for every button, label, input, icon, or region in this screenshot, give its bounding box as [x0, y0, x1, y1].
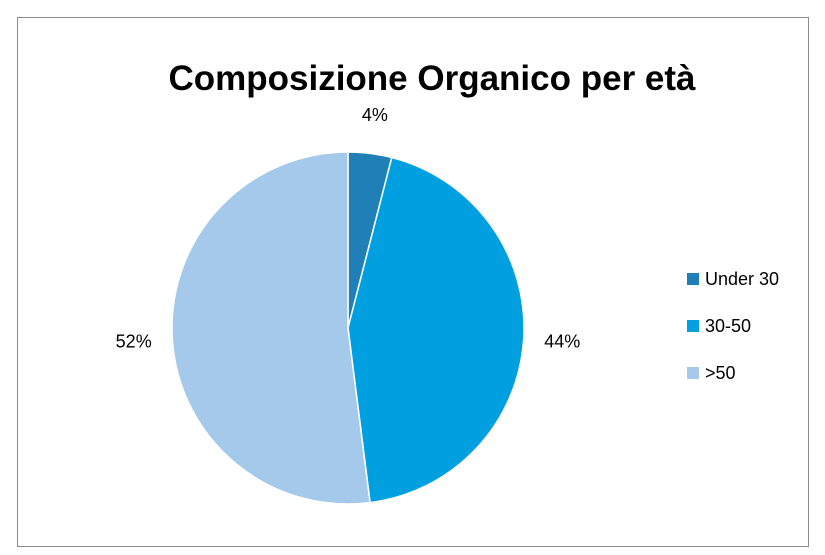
data-label-30-50: 44% — [544, 332, 580, 352]
pie-slice-over-50 — [172, 152, 370, 504]
legend-label-30-50: 30-50 — [705, 316, 751, 336]
legend-swatch-30-50 — [687, 320, 699, 332]
legend-label-under-30: Under 30 — [705, 269, 779, 289]
legend: Under 30 30-50 >50 — [687, 269, 779, 383]
chart-title: Composizione Organico per età — [168, 59, 696, 98]
data-label-under-30: 4% — [362, 105, 388, 125]
pie-slices — [172, 152, 524, 504]
legend-swatch-under-30 — [687, 273, 699, 285]
data-label-over-50: 52% — [116, 332, 152, 352]
legend-swatch-over-50 — [687, 367, 699, 379]
legend-label-over-50: >50 — [705, 363, 736, 383]
